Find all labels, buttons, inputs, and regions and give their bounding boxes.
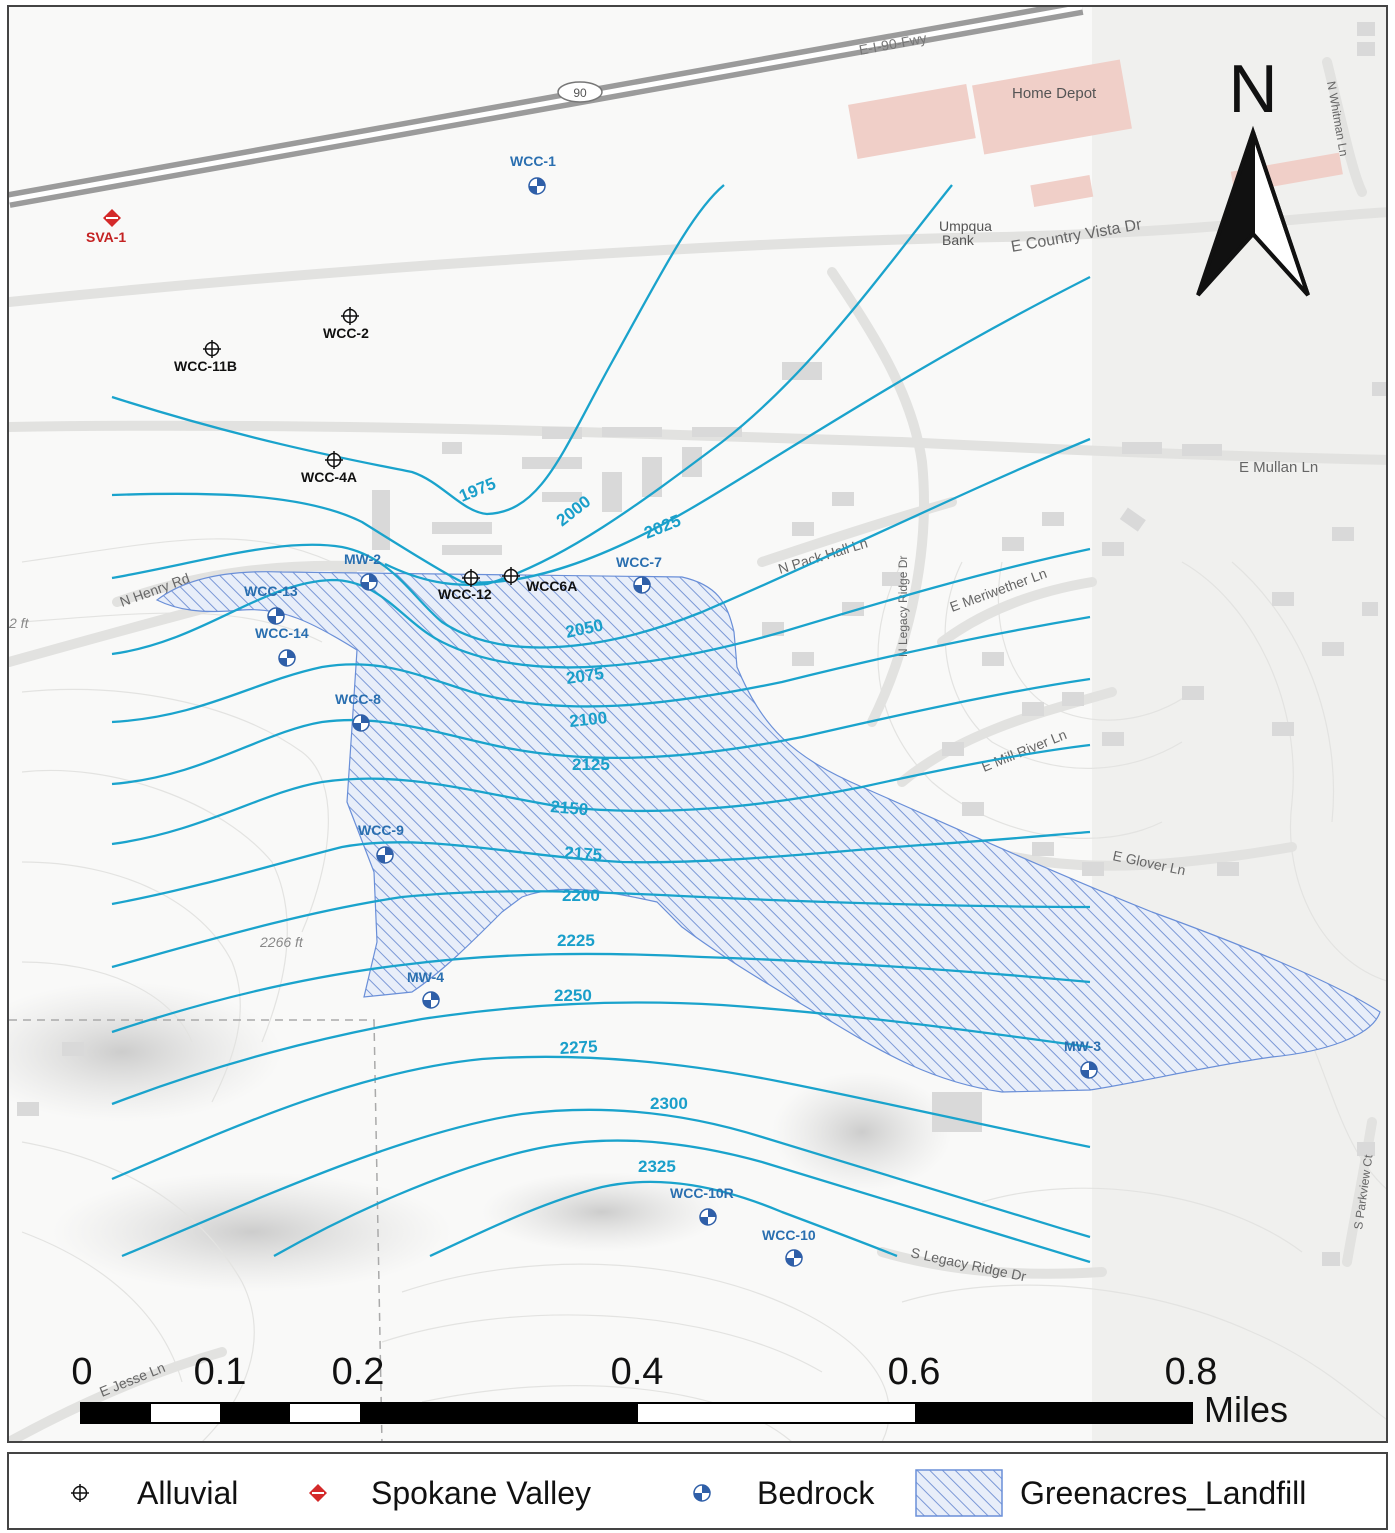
scale-unit-label: Miles bbox=[1204, 1389, 1288, 1430]
legend-label-spokane-valley: Spokane Valley bbox=[371, 1474, 591, 1511]
well-label-wcc-10: WCC-10 bbox=[762, 1227, 816, 1243]
map-canvas: 90 E-I-90-Fwy bbox=[9, 7, 1386, 1441]
contour-label-2275: 2275 bbox=[559, 1037, 598, 1058]
contour-label-2100: 2100 bbox=[568, 708, 608, 731]
well-label-wcc-13: WCC-13 bbox=[244, 583, 298, 599]
scale-tick-0-4: 0.4 bbox=[611, 1351, 664, 1393]
hillshade bbox=[9, 982, 952, 1292]
well-label-wcc-12: WCC-12 bbox=[438, 586, 492, 602]
hatched-polygon-icon bbox=[915, 1469, 1003, 1517]
parcel-boundary bbox=[9, 1019, 383, 1441]
well-label-wcc-1: WCC-1 bbox=[510, 153, 556, 169]
red-diamond-well-icon bbox=[309, 1484, 327, 1502]
legend-item-alluvial: Alluvial bbox=[67, 1454, 238, 1532]
well-label-wcc-4a: WCC-4A bbox=[301, 469, 357, 485]
bank-label: Bank bbox=[942, 232, 975, 248]
crosshair-well-icon bbox=[71, 1484, 89, 1502]
scale-tick-0-2: 0.2 bbox=[332, 1351, 385, 1393]
spokane-valley-well-icon[interactable] bbox=[103, 209, 121, 227]
i90-shield-icon bbox=[557, 81, 603, 103]
contour-label-2175: 2175 bbox=[564, 843, 603, 865]
buildings bbox=[17, 22, 1386, 1266]
north-letter: N bbox=[1228, 51, 1277, 127]
freeway bbox=[9, 7, 1084, 208]
scale-bar: 0 0.1 0.2 0.4 0.6 0.8 Miles bbox=[71, 1351, 1288, 1430]
well-labels: SVA-1 WCC-1 WCC-2 WCC-11B WCC-4A MW-2 WC… bbox=[86, 153, 1101, 1243]
contour-label-2225: 2225 bbox=[557, 931, 595, 950]
legend-item-bedrock: Bedrock bbox=[689, 1454, 874, 1532]
bedrock-well-icon[interactable] bbox=[278, 649, 296, 667]
bedrock-well-icon[interactable] bbox=[785, 1249, 803, 1267]
contour-label-2325: 2325 bbox=[638, 1157, 676, 1176]
legend-label-greenacres-landfill: Greenacres_Landfill bbox=[1020, 1474, 1307, 1511]
contour-label-2150: 2150 bbox=[550, 797, 589, 819]
map-panel: 90 E-I-90-Fwy bbox=[7, 5, 1388, 1443]
scale-bar-ticks: 0 0.1 0.2 0.4 0.6 0.8 bbox=[71, 1351, 1217, 1393]
bedrock-well-icon[interactable] bbox=[376, 846, 394, 864]
blue-quartered-circle-icon bbox=[693, 1484, 711, 1502]
spot-elevation-label: 2266 ft bbox=[259, 934, 304, 950]
contour-label-2125: 2125 bbox=[572, 755, 610, 774]
contour-label-2200: 2200 bbox=[562, 886, 600, 905]
groundwater-contours bbox=[111, 184, 1091, 1264]
well-label-wcc-9: WCC-9 bbox=[358, 822, 404, 838]
bedrock-well-icon[interactable] bbox=[633, 576, 651, 594]
greenacres-landfill-polygon bbox=[155, 571, 1381, 1093]
bedrock-well-icon[interactable] bbox=[267, 607, 285, 625]
well-label-wcc-11b: WCC-11B bbox=[174, 358, 237, 374]
home-depot-label: Home Depot bbox=[1012, 85, 1097, 102]
bedrock-well-icon[interactable] bbox=[422, 991, 440, 1009]
scale-tick-0-1: 0.1 bbox=[194, 1351, 247, 1393]
well-label-wcc-14: WCC-14 bbox=[255, 625, 309, 641]
scale-tick-0: 0 bbox=[71, 1351, 92, 1393]
bedrock-well-icon[interactable] bbox=[360, 573, 378, 591]
well-label-wcc-7: WCC-7 bbox=[616, 554, 662, 570]
legend-label-alluvial: Alluvial bbox=[137, 1474, 239, 1511]
well-label-wcc6a: WCC6A bbox=[526, 578, 577, 594]
well-label-wcc-10r: WCC-10R bbox=[670, 1185, 734, 1201]
contour-label-2250: 2250 bbox=[554, 986, 592, 1005]
umpqua-label: Umpqua bbox=[939, 218, 992, 234]
spot-elevation-edge-label: 2 ft bbox=[9, 615, 30, 631]
well-label-mw-4: MW-4 bbox=[407, 969, 444, 985]
scale-tick-0-6: 0.6 bbox=[888, 1351, 941, 1393]
legend-label-bedrock: Bedrock bbox=[757, 1474, 875, 1511]
contour-label-2300: 2300 bbox=[650, 1094, 688, 1113]
well-label-wcc-2: WCC-2 bbox=[323, 325, 369, 341]
bedrock-well-icon[interactable] bbox=[352, 714, 370, 732]
i90-shield-label: 90 bbox=[573, 86, 587, 100]
well-label-sva-1: SVA-1 bbox=[86, 229, 126, 245]
mullan-label: E Mullan Ln bbox=[1239, 459, 1318, 476]
bedrock-well-icon[interactable] bbox=[528, 177, 546, 195]
well-label-wcc-8: WCC-8 bbox=[335, 691, 381, 707]
well-label-mw-3: MW-3 bbox=[1064, 1038, 1101, 1054]
legend-item-spokane-valley: Spokane Valley bbox=[305, 1454, 591, 1532]
north-arrow: N bbox=[1196, 51, 1310, 297]
legacy-ridge-n-label: N Legacy Ridge Dr bbox=[896, 556, 910, 657]
bedrock-well-icon[interactable] bbox=[699, 1208, 717, 1226]
legend-item-greenacres-landfill: Greenacres_Landfill bbox=[914, 1454, 1306, 1532]
topo-lines bbox=[21, 538, 1386, 1441]
scale-tick-0-8: 0.8 bbox=[1165, 1351, 1218, 1393]
well-label-mw-2: MW-2 bbox=[344, 551, 381, 567]
bedrock-well-icon[interactable] bbox=[1080, 1061, 1098, 1079]
legend: Alluvial Spokane Valley Bedrock Greenacr… bbox=[7, 1452, 1388, 1530]
